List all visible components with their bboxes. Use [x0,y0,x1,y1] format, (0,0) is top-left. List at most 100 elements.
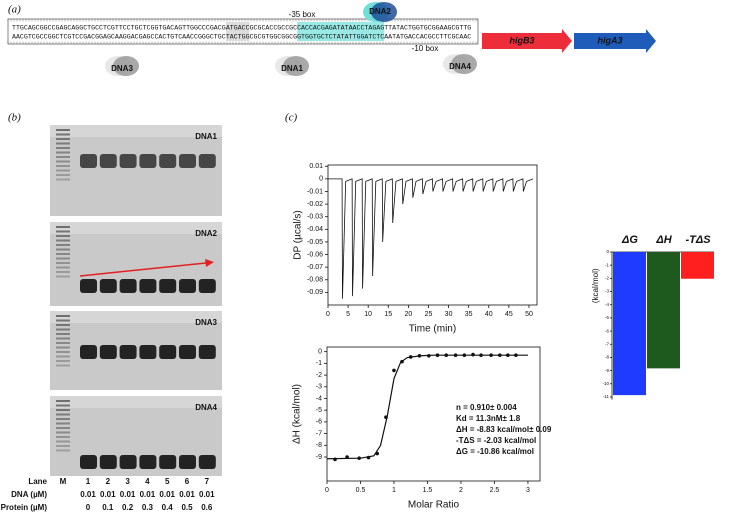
sequence-segment: AACGTCGCCGGCTCGTCCGACGGAGCAAGGACGAGCCACT… [12,33,226,40]
dna-icon [451,54,477,74]
fit-parameter: n = 0.910± 0.004 [456,403,517,412]
y-tick-label: -4 [316,395,322,402]
lane-cell: 0.4 [162,503,174,512]
data-point [408,355,413,359]
fit-parameter: ΔG = -10.86 kcal/mol [456,447,534,456]
x-tick-label: 0 [326,311,330,318]
trend-arrow-head [205,259,214,267]
ladder-band [56,315,70,317]
bar [681,252,714,279]
sequence-segment: TACTGG [226,33,250,40]
data-point [514,353,518,357]
data-point [462,353,467,357]
y-tick-label: -4 [605,302,609,307]
dna-label: DNA4 [449,62,471,71]
ladder-band [56,440,70,443]
ladder-band [56,342,70,344]
y-tick-label: -0.06 [307,251,323,258]
trend-arrow [79,262,207,277]
ladder-band [56,271,70,273]
ladder-band [56,355,70,358]
lane-cell: 3 [125,477,130,486]
lane-cell: 0.01 [120,490,136,499]
y-tick-label: -1 [605,262,609,267]
gene-label: higA3 [597,35,622,45]
y-tick-label: -0.04 [307,226,323,233]
gel-band [99,345,117,359]
fit-parameter: -TΔS = -2.03 kcal/mol [456,436,536,445]
gel-band [99,279,117,293]
data-point [357,456,361,460]
ladder-band [56,257,70,260]
x-tick-label: 5 [346,311,350,318]
y-tick-label: -6 [605,328,609,333]
ladder-band [56,360,70,362]
fit-parameter: ΔH = -8.83 kcal/mol± 0.09 [456,425,552,434]
sequence-segment: CGCGTGGCGGCGGTGGTGC [250,33,325,40]
y-tick-label: -7 [316,430,322,437]
y-tick-label: -0.09 [307,289,323,296]
y-tick-label: -5 [605,315,609,320]
gel-band [198,455,216,469]
gel-band [179,279,196,293]
dna-label: DNA2 [369,7,391,16]
bar [647,252,680,369]
x-tick-label: 45 [505,311,513,318]
gel-band [99,154,117,168]
ladder-band [56,165,70,167]
ladder-band [56,333,70,335]
ladder-band [56,129,70,131]
ladder-band [56,328,70,331]
sequence-segment: ATGACC [226,24,250,31]
ladder-band [56,449,70,452]
data-point [479,353,483,357]
ladder-band [56,239,70,242]
dna-label: DNA3 [111,64,133,73]
x-tick-label: 50 [525,311,533,318]
data-point [444,353,449,357]
gel-label: DNA3 [195,318,217,327]
ladder-band [56,244,70,246]
x-tick-label: 35 [465,311,473,318]
gel-band [159,345,177,359]
y-tick-label: -9 [316,454,322,461]
ladder-band [56,364,70,367]
gel-band [159,455,177,469]
gel-band [119,345,137,359]
ladder-band [56,266,70,269]
gel-band [198,345,216,359]
data-point [392,368,396,373]
lane-header: Lane [28,477,47,486]
lane-cell: 5 [165,477,170,486]
box-label: -35 box [289,10,316,19]
y-tick-label: -7 [605,341,609,346]
y-axis-label: (kcal/mol) [591,268,600,303]
ladder-band [56,275,70,278]
y-tick-label: -9 [605,368,609,373]
data-point [435,353,440,357]
gel-band [119,154,137,168]
data-point [375,451,380,456]
lane-cell: 0.01 [179,490,195,499]
y-tick-label: -0.02 [307,201,323,208]
ladder-band [56,422,70,425]
row-header: DNA (µM) [11,490,47,499]
ladder-band [56,151,70,154]
data-point [400,359,404,364]
x-axis-label: Time (min) [409,324,456,335]
y-axis-label: DP (µcal/s) [293,210,304,259]
dna-icon [371,2,397,22]
data-point [345,455,349,459]
gel-image [50,125,222,216]
gel-band [198,279,216,293]
y-tick-label: 0 [606,249,609,254]
lane-cell: 4 [145,477,150,486]
fit-parameter: Kd = 11.3nM± 1.8 [456,414,521,423]
sequence-segment: AGATATAAC [325,24,361,31]
lane-cell: 6 [185,477,190,486]
dna-icon [283,56,309,76]
gel-label: DNA2 [195,229,217,238]
ladder-band [56,445,70,447]
